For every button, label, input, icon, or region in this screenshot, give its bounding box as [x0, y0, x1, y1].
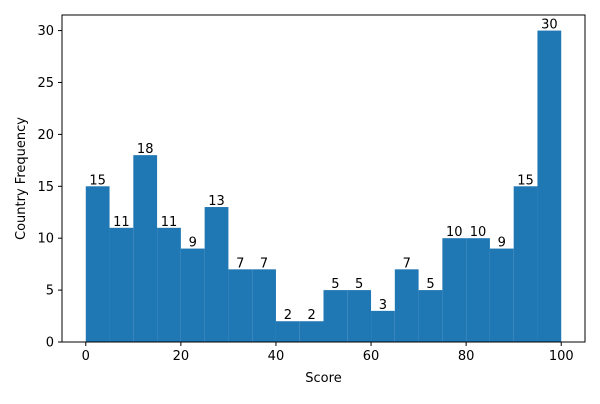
- bar-value-label: 9: [189, 236, 197, 251]
- bar-value-label: 9: [498, 236, 506, 251]
- x-tick-label: 20: [173, 349, 190, 364]
- histogram-bar: [157, 227, 181, 342]
- bar-value-label: 30: [541, 18, 558, 33]
- y-tick-label: 5: [46, 284, 54, 299]
- histogram-bar: [252, 269, 276, 342]
- bar-value-label: 3: [379, 298, 387, 313]
- x-axis-title: Score: [305, 371, 341, 386]
- bar-value-label: 11: [113, 215, 130, 230]
- x-tick-label: 60: [363, 349, 380, 364]
- x-tick-label: 0: [82, 349, 90, 364]
- histogram-bar: [489, 248, 514, 342]
- bar-value-label: 13: [208, 194, 225, 209]
- histogram-bar: [442, 238, 467, 342]
- histogram-bar: [109, 227, 134, 342]
- bars-layer: [85, 30, 562, 342]
- bar-value-label: 7: [260, 256, 268, 271]
- y-axis-title: Country Frequency: [14, 117, 29, 240]
- bar-value-label: 7: [403, 256, 411, 271]
- bar-value-label: 7: [236, 256, 244, 271]
- histogram-bar: [204, 207, 229, 342]
- plot-frame: [61, 14, 586, 343]
- y-tick-label: 0: [46, 336, 54, 351]
- histogram-bar: [347, 290, 372, 342]
- bar-value-label: 5: [355, 277, 363, 292]
- x-tick-label: 40: [268, 349, 285, 364]
- histogram-bar: [466, 238, 490, 342]
- histogram-bar: [371, 310, 395, 342]
- bar-value-label: 15: [517, 173, 534, 188]
- bar-value-label: 5: [426, 277, 434, 292]
- bar-value-label: 18: [137, 142, 154, 157]
- x-tick-label: 100: [549, 349, 574, 364]
- bar-value-label: 15: [89, 173, 106, 188]
- bar-value-label: 5: [331, 277, 339, 292]
- histogram-bar: [275, 321, 300, 342]
- histogram-bar: [394, 269, 419, 342]
- y-tick-label: 25: [37, 76, 54, 91]
- histogram-bar: [513, 186, 538, 342]
- x-tick-label: 80: [458, 349, 475, 364]
- histogram-bar: [299, 321, 324, 342]
- bar-value-label: 2: [307, 308, 315, 323]
- bar-value-label: 10: [470, 225, 487, 240]
- y-tick-label: 15: [37, 180, 54, 195]
- bar-value-label: 2: [284, 308, 292, 323]
- bar-value-label: 10: [446, 225, 463, 240]
- histogram-bar: [418, 290, 443, 342]
- histogram-bar: [180, 248, 205, 342]
- y-tick-label: 10: [37, 232, 54, 247]
- histogram-bar: [228, 269, 253, 342]
- histogram-bar: [133, 155, 158, 342]
- histogram-bar: [85, 186, 110, 342]
- y-tick-label: 30: [37, 24, 54, 39]
- y-tick-label: 20: [37, 128, 54, 143]
- bar-value-label: 11: [161, 215, 178, 230]
- histogram-bar: [537, 30, 562, 342]
- histogram-bar: [323, 290, 348, 342]
